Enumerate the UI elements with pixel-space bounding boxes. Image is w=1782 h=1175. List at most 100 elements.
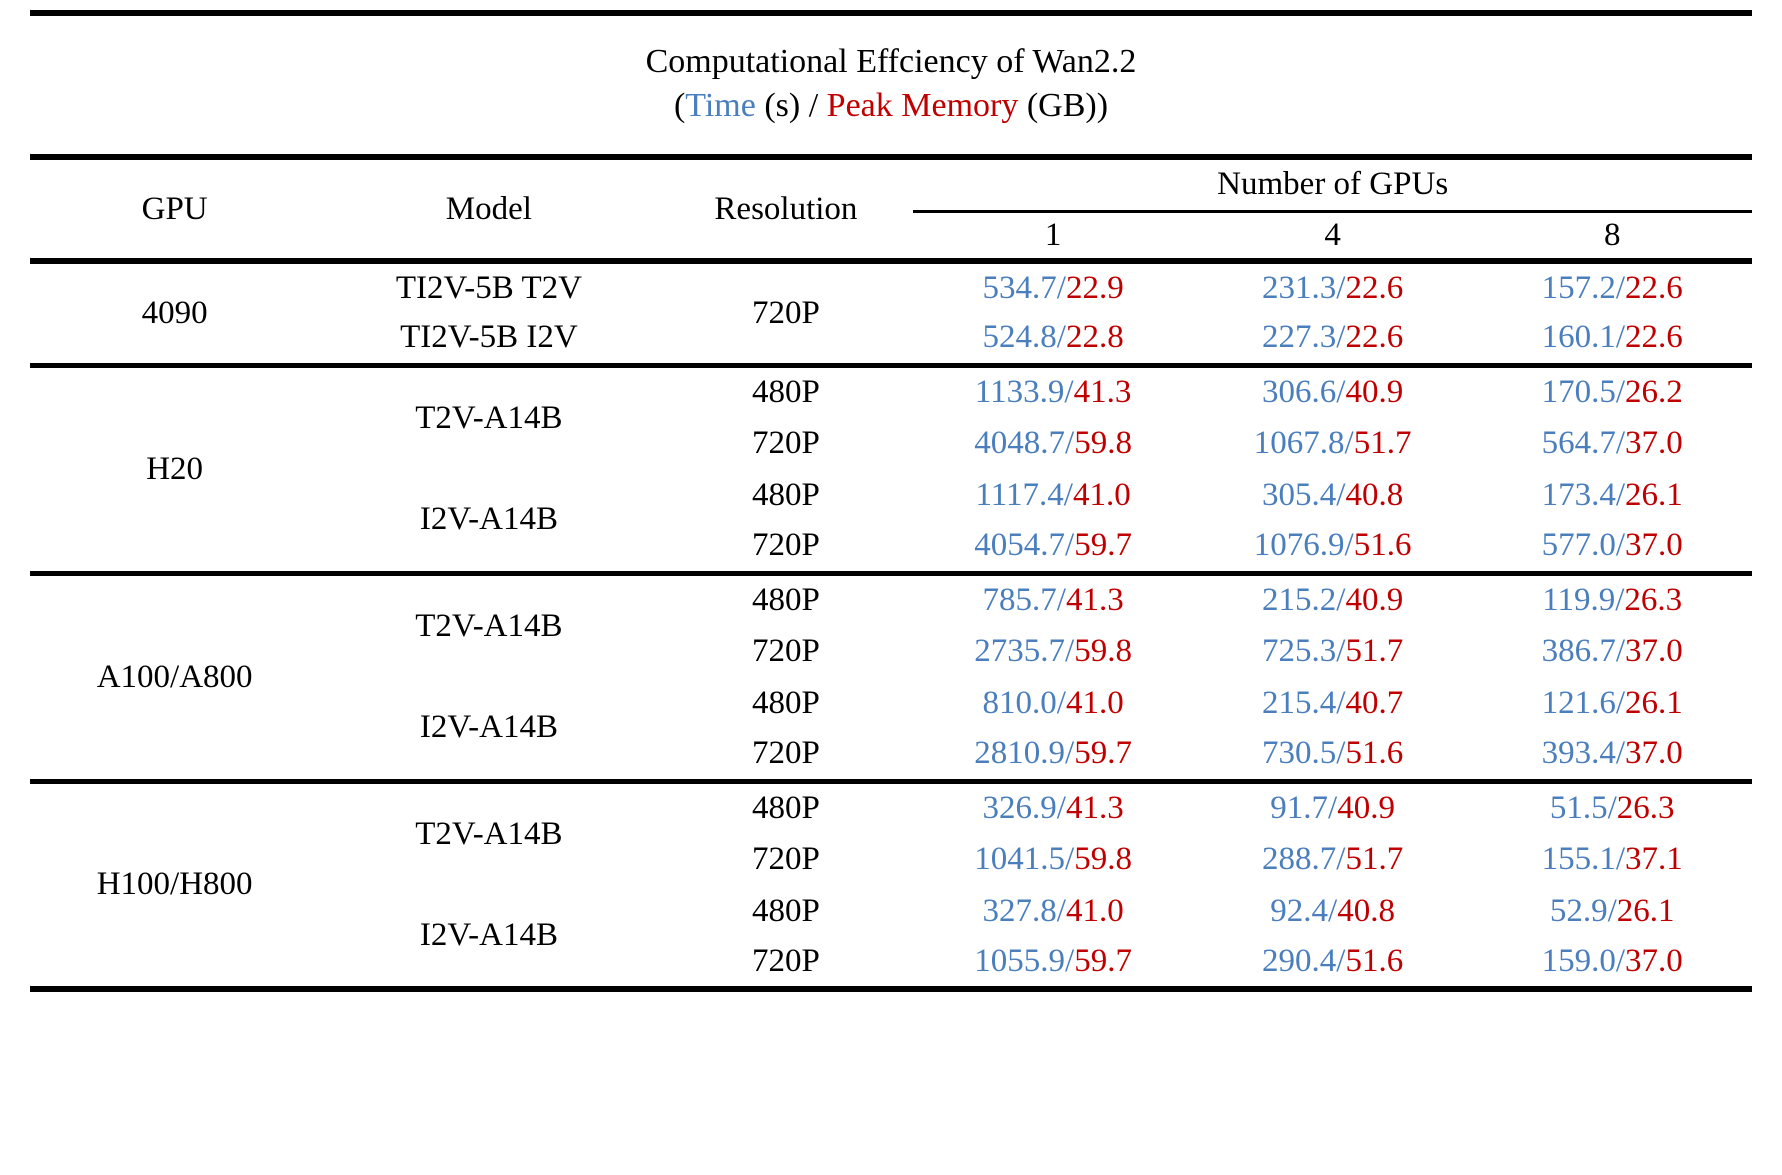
value-cell: 227.3/22.6	[1193, 313, 1473, 365]
value-separator: /	[1065, 840, 1075, 877]
time-value: 91.7	[1270, 789, 1329, 826]
memory-value: 41.0	[1065, 892, 1124, 929]
memory-value: 41.0	[1065, 684, 1124, 721]
value-separator: /	[1064, 373, 1074, 410]
memory-value: 26.3	[1616, 789, 1675, 826]
time-value: 306.6	[1262, 373, 1337, 410]
value-cell: 2735.7/59.8	[913, 625, 1193, 677]
table-row: 720P 1055.9/59.7 290.4/51.6 159.0/37.0	[30, 937, 1752, 989]
title-close-paren: (GB))	[1018, 87, 1109, 124]
memory-value: 37.0	[1625, 527, 1683, 564]
value-cell: 730.5/51.6	[1193, 729, 1473, 781]
value-cell: 577.0/37.0	[1472, 521, 1752, 573]
memory-value: 41.3	[1065, 789, 1124, 826]
model-cell: T2V-A14B	[415, 815, 563, 852]
value-cell: 810.0/41.0	[913, 677, 1193, 729]
memory-value: 37.1	[1625, 840, 1683, 877]
value-cell: 231.3/22.6	[1193, 261, 1473, 313]
value-separator: /	[1336, 319, 1346, 356]
value-cell: 4054.7/59.7	[913, 521, 1193, 573]
memory-value: 26.1	[1625, 684, 1683, 721]
value-separator: /	[1336, 373, 1346, 410]
value-separator: /	[1336, 735, 1346, 772]
time-value: 810.0	[982, 684, 1057, 721]
value-cell: 91.7/40.9	[1193, 781, 1473, 833]
value-separator: /	[1063, 476, 1073, 513]
value-cell: 288.7/51.7	[1193, 833, 1473, 885]
value-separator: /	[1336, 943, 1346, 979]
value-cell: 386.7/37.0	[1472, 625, 1752, 677]
time-value: 534.7	[982, 270, 1057, 306]
resolution-cell: 480P	[751, 789, 820, 826]
time-value: 524.8	[982, 319, 1057, 356]
value-cell: 1117.4/41.0	[913, 469, 1193, 521]
memory-value: 59.8	[1074, 424, 1132, 461]
memory-value: 22.6	[1345, 270, 1404, 306]
value-separator: /	[1065, 943, 1075, 979]
resolution-cell: 480P	[751, 373, 820, 410]
time-value: 386.7	[1541, 632, 1616, 669]
memory-value: 26.2	[1625, 373, 1683, 410]
memory-value: 51.6	[1345, 943, 1404, 979]
value-cell: 1076.9/51.6	[1193, 521, 1473, 573]
resolution-cell: 720P	[751, 632, 820, 669]
value-separator: /	[1344, 527, 1354, 564]
value-cell: 160.1/22.6	[1472, 313, 1752, 365]
time-value: 730.5	[1262, 735, 1337, 772]
table-row: TI2V-5B I2V 524.8/22.8 227.3/22.6 160.1/…	[30, 313, 1752, 365]
resolution-cell: 480P	[751, 581, 820, 618]
value-cell: 159.0/37.0	[1472, 937, 1752, 989]
header-row-2: 1 4 8	[30, 211, 1752, 261]
memory-value: 37.0	[1625, 424, 1683, 461]
value-separator: /	[1615, 319, 1626, 356]
gpu-cell: H20	[146, 450, 204, 487]
value-separator: /	[1615, 632, 1626, 669]
value-cell: 564.7/37.0	[1472, 417, 1752, 469]
value-separator: /	[1615, 373, 1626, 410]
time-value: 577.0	[1541, 527, 1616, 564]
memory-value: 26.1	[1616, 892, 1675, 929]
memory-value: 37.0	[1625, 632, 1683, 669]
table-title: Computational Effciency of Wan2.2 (Time …	[30, 16, 1752, 154]
resolution-cell: 720P	[751, 840, 820, 877]
value-separator: /	[1065, 735, 1075, 772]
value-cell: 173.4/26.1	[1472, 469, 1752, 521]
value-cell: 305.4/40.8	[1193, 469, 1473, 521]
value-separator: /	[1056, 581, 1066, 618]
title-line2: (Time (s) / Peak Memory (GB))	[30, 84, 1752, 128]
efficiency-table-figure: Computational Effciency of Wan2.2 (Time …	[30, 10, 1752, 992]
memory-value: 59.7	[1074, 943, 1132, 979]
header-gpu-count-1: 1	[1044, 216, 1062, 253]
time-value: 215.4	[1262, 684, 1337, 721]
memory-value: 40.8	[1345, 476, 1404, 513]
value-separator: /	[1336, 270, 1346, 306]
title-line1: Computational Effciency of Wan2.2	[645, 43, 1137, 80]
memory-value: 22.6	[1625, 270, 1683, 306]
time-value: 160.1	[1541, 319, 1616, 356]
time-value: 1117.4	[975, 476, 1064, 513]
value-cell: 215.4/40.7	[1193, 677, 1473, 729]
time-value: 2735.7	[974, 632, 1066, 669]
value-separator: /	[1615, 476, 1626, 513]
memory-value: 59.8	[1074, 840, 1132, 877]
value-separator: /	[1056, 892, 1066, 929]
value-separator: /	[1615, 735, 1626, 772]
header-resolution: Resolution	[714, 190, 858, 227]
title-time-label: Time	[685, 87, 756, 124]
value-separator: /	[1615, 424, 1626, 461]
value-cell: 157.2/22.6	[1472, 261, 1752, 313]
value-cell: 393.4/37.0	[1472, 729, 1752, 781]
title-mid-text: (s) /	[755, 87, 827, 124]
value-cell: 524.8/22.8	[913, 313, 1193, 365]
time-value: 1055.9	[974, 943, 1066, 979]
value-cell: 290.4/51.6	[1193, 937, 1473, 989]
value-cell: 1067.8/51.7	[1193, 417, 1473, 469]
memory-value: 26.1	[1625, 476, 1683, 513]
table-row: H100/H800 T2V-A14B 480P 326.9/41.3 91.7/…	[30, 781, 1752, 903]
resolution-cell: 480P	[751, 476, 820, 513]
time-value: 290.4	[1262, 943, 1337, 979]
resolution-cell: 720P	[751, 943, 820, 979]
value-cell: 51.5/26.3	[1472, 781, 1752, 833]
value-separator: /	[1336, 840, 1346, 877]
header-gpu-count-4: 4	[1324, 216, 1341, 253]
